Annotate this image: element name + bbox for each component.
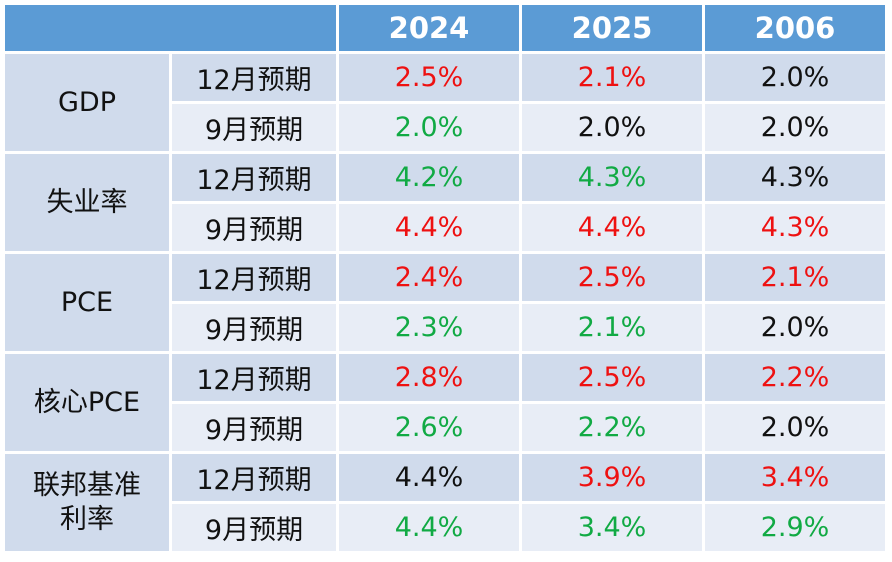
forecast-value-cell: 4.4%: [339, 454, 519, 501]
forecast-value-cell: 2.2%: [522, 404, 702, 451]
forecast-value-cell: 2.0%: [705, 404, 885, 451]
forecast-value-cell: 3.4%: [522, 504, 702, 551]
metric-label: 失业率: [5, 154, 169, 251]
table-row: 9月预期 4.4% 4.4% 4.3%: [5, 204, 885, 251]
metric-label: 核心PCE: [5, 354, 169, 451]
forecast-value-cell: 4.3%: [705, 204, 885, 251]
table-row: PCE 12月预期 2.4% 2.5% 2.1%: [5, 254, 885, 351]
forecast-value-cell: 2.1%: [705, 254, 885, 301]
year-header: 2024: [339, 5, 519, 51]
table-row: 9月预期 2.0% 2.0% 2.0%: [5, 104, 885, 151]
forecast-table-body: GDP 12月预期 2.5% 2.1% 2.0% 9月预期 2.0% 2.0% 2.0% 失业率 1…: [5, 54, 885, 551]
forecast-value-cell: 4.4%: [522, 204, 702, 251]
metric-label: GDP: [5, 54, 169, 151]
forecast-table: 2024 2025 2006 GDP 12月预期 2.5% 2.1% 2.0% 9月预期 2…: [2, 2, 888, 554]
forecast-value-cell: 2.0%: [705, 104, 885, 151]
forecast-value-cell: 2.5%: [522, 254, 702, 301]
forecast-value-cell: 2.4%: [339, 254, 519, 301]
forecast-value-cell: 2.0%: [705, 54, 885, 101]
forecast-value-cell: 2.9%: [705, 504, 885, 551]
forecast-value-cell: 2.5%: [522, 354, 702, 401]
table-row: 9月预期 4.4% 3.4% 2.9%: [5, 504, 885, 551]
forecast-period-label: 9月预期: [172, 404, 336, 451]
forecast-value-cell: 4.4%: [339, 504, 519, 551]
header-corner: [5, 5, 336, 51]
forecast-value-cell: 4.4%: [339, 204, 519, 251]
forecast-period-label: 9月预期: [172, 104, 336, 151]
forecast-period-label: 9月预期: [172, 504, 336, 551]
table-row: 9月预期 2.6% 2.2% 2.0%: [5, 404, 885, 451]
table-row: 核心PCE 12月预期 2.8% 2.5% 2.2%: [5, 354, 885, 451]
forecast-value-cell: 3.4%: [705, 454, 885, 501]
table-row: 9月预期 2.3% 2.1% 2.0%: [5, 304, 885, 351]
header-row: 2024 2025 2006: [5, 5, 885, 51]
forecast-period-label: 9月预期: [172, 204, 336, 251]
table-row: 失业率 12月预期 4.2% 4.3% 4.3%: [5, 154, 885, 251]
forecast-value-cell: 4.3%: [705, 154, 885, 201]
forecast-value-cell: 2.0%: [522, 104, 702, 151]
table-row: GDP 12月预期 2.5% 2.1% 2.0%: [5, 54, 885, 151]
forecast-value-cell: 2.0%: [705, 304, 885, 351]
table-row: 联邦基准 利率 12月预期 4.4% 3.9% 3.4%: [5, 454, 885, 551]
forecast-value-cell: 4.2%: [339, 154, 519, 201]
forecast-value-cell: 2.6%: [339, 404, 519, 451]
year-header: 2025: [522, 5, 702, 51]
forecast-period-label: 12月预期: [172, 54, 336, 101]
forecast-value-cell: 2.0%: [339, 104, 519, 151]
forecast-value-cell: 2.5%: [339, 54, 519, 101]
forecast-value-cell: 3.9%: [522, 454, 702, 501]
metric-label: PCE: [5, 254, 169, 351]
forecast-value-cell: 2.2%: [705, 354, 885, 401]
forecast-period-label: 12月预期: [172, 254, 336, 301]
forecast-value-cell: 4.3%: [522, 154, 702, 201]
forecast-period-label: 12月预期: [172, 154, 336, 201]
forecast-value-cell: 2.1%: [522, 304, 702, 351]
forecast-period-label: 12月预期: [172, 454, 336, 501]
metric-label: 联邦基准 利率: [5, 454, 169, 551]
year-header: 2006: [705, 5, 885, 51]
forecast-value-cell: 2.8%: [339, 354, 519, 401]
forecast-period-label: 12月预期: [172, 354, 336, 401]
forecast-value-cell: 2.3%: [339, 304, 519, 351]
forecast-period-label: 9月预期: [172, 304, 336, 351]
forecast-value-cell: 2.1%: [522, 54, 702, 101]
